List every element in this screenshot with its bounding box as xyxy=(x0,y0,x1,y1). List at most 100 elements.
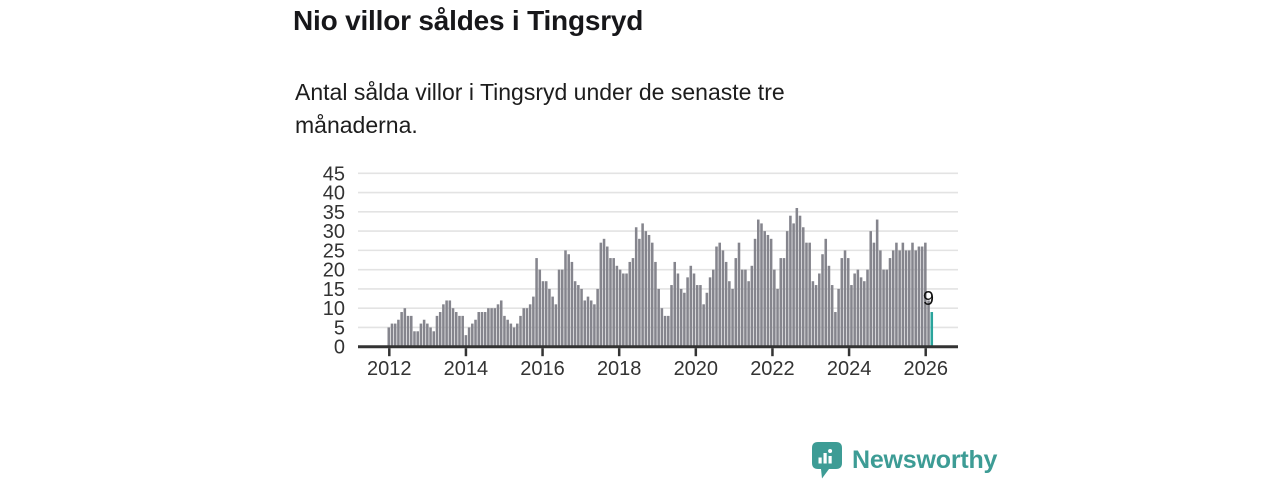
bar xyxy=(705,292,709,347)
bar xyxy=(567,254,570,347)
bar xyxy=(779,258,783,347)
bar xyxy=(908,250,911,347)
x-axis-tick-label: 2020 xyxy=(674,358,719,380)
bar xyxy=(625,273,628,347)
newsworthy-logo[interactable]: Newsworthy xyxy=(812,442,997,479)
bar xyxy=(708,277,712,347)
bar xyxy=(875,219,879,347)
bar xyxy=(673,261,677,347)
bar xyxy=(622,273,625,347)
bar xyxy=(519,315,522,347)
bar xyxy=(467,327,471,347)
bar xyxy=(850,285,853,347)
bar xyxy=(917,246,921,347)
bar xyxy=(882,269,885,347)
bar xyxy=(512,327,516,347)
bar xyxy=(532,296,535,347)
bar xyxy=(679,288,683,347)
bar xyxy=(564,250,567,347)
bar xyxy=(593,304,596,347)
y-axis-tick-label: 45 xyxy=(323,163,345,185)
bar xyxy=(538,269,542,347)
bar xyxy=(644,231,648,347)
y-axis-tick-label: 10 xyxy=(323,298,345,320)
bar xyxy=(612,258,615,347)
bar xyxy=(859,277,863,347)
bar xyxy=(525,308,529,347)
bar xyxy=(454,312,458,347)
bar xyxy=(458,315,461,347)
bar xyxy=(570,261,574,347)
bar xyxy=(798,215,802,347)
bar xyxy=(589,300,593,347)
bar xyxy=(724,261,728,347)
y-axis-tick-label: 35 xyxy=(323,202,345,224)
bar xyxy=(615,265,619,347)
x-axis-tick-label: 2022 xyxy=(750,358,795,380)
last-value-label: 9 xyxy=(923,288,934,310)
x-axis-tick-label: 2014 xyxy=(444,358,489,380)
bar xyxy=(898,250,901,347)
bar xyxy=(471,323,474,347)
bar xyxy=(863,281,866,347)
x-axis-tick-label: 2016 xyxy=(520,358,565,380)
x-axis-tick-label: 2026 xyxy=(903,358,948,380)
bar xyxy=(866,269,869,347)
bar xyxy=(760,223,763,347)
bar xyxy=(516,323,519,347)
bar xyxy=(737,242,741,347)
bar xyxy=(535,258,538,347)
bar xyxy=(740,269,744,347)
bar xyxy=(834,312,837,347)
bar xyxy=(853,273,856,347)
bar xyxy=(416,331,419,347)
bar xyxy=(811,281,815,347)
bar xyxy=(506,319,509,347)
bar xyxy=(712,269,715,347)
bar xyxy=(891,250,895,347)
bar xyxy=(493,308,497,347)
bar xyxy=(406,315,410,347)
bar xyxy=(522,308,525,347)
bar xyxy=(577,285,580,347)
bar xyxy=(461,315,464,347)
bar xyxy=(872,242,876,347)
bar xyxy=(586,296,590,347)
bar xyxy=(477,312,481,347)
bar xyxy=(557,269,561,347)
bar xyxy=(499,300,503,347)
bar xyxy=(435,315,439,347)
bar xyxy=(561,269,564,347)
newsworthy-logo-icon xyxy=(812,442,842,479)
bar xyxy=(599,242,603,347)
bar xyxy=(692,273,696,347)
bar xyxy=(496,304,500,347)
bar xyxy=(503,315,506,347)
bar xyxy=(657,288,660,347)
bar xyxy=(397,319,400,347)
bar xyxy=(445,300,448,347)
bar xyxy=(387,327,391,347)
bar xyxy=(573,281,577,347)
bar xyxy=(551,296,554,347)
bar xyxy=(856,269,860,347)
bar xyxy=(827,265,831,347)
page-title: Nio villor såldes i Tingsryd xyxy=(293,5,644,36)
bar xyxy=(782,258,786,347)
bar xyxy=(403,308,407,347)
x-axis-tick-label: 2018 xyxy=(597,358,642,380)
bar xyxy=(580,288,583,347)
bar xyxy=(920,246,924,347)
bar xyxy=(805,242,808,347)
bar xyxy=(554,304,558,347)
bar xyxy=(670,285,673,347)
bar xyxy=(824,238,828,347)
bar xyxy=(605,246,609,347)
bar xyxy=(432,331,436,347)
bar xyxy=(846,258,850,347)
bar xyxy=(638,238,641,347)
bar xyxy=(667,315,670,347)
bar xyxy=(426,323,429,347)
bar xyxy=(654,261,657,347)
newsworthy-logo-text: Newsworthy xyxy=(852,446,998,474)
